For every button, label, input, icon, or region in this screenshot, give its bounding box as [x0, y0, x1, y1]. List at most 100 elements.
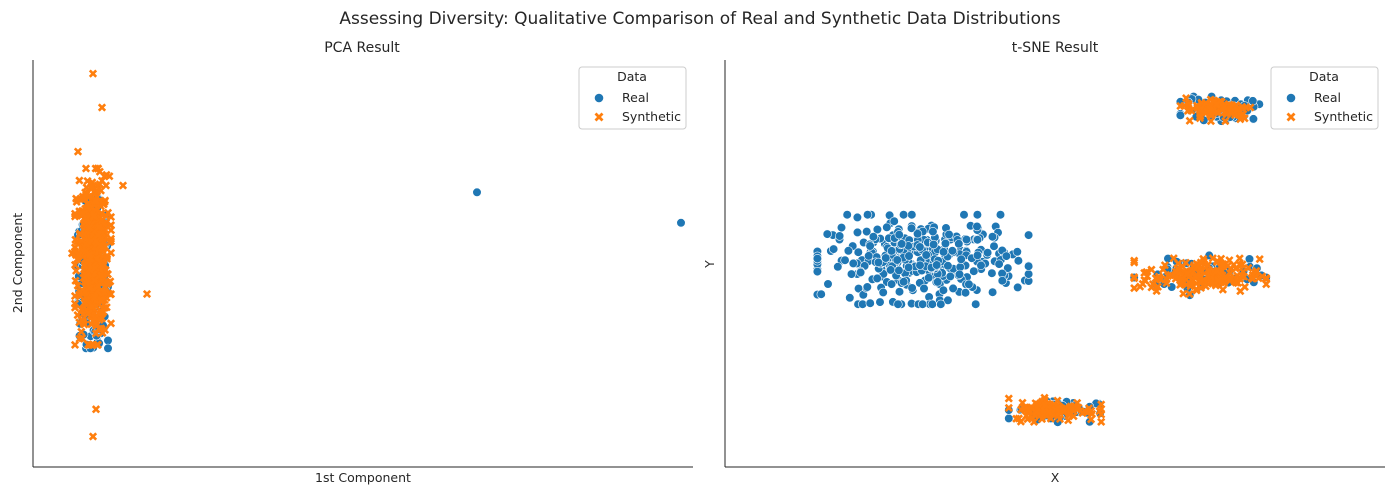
tsne-legend-box	[1270, 66, 1379, 130]
tsne-synthetic-point	[1219, 102, 1228, 112]
tsne-real-point	[948, 283, 958, 294]
tsne-synthetic-point	[1236, 111, 1245, 120]
tsne-panel: t-SNE Result X Y Data Real Synthetic	[702, 40, 1385, 485]
tsne-synthetic-point	[1185, 116, 1194, 125]
pca-synthetic-point	[96, 186, 106, 195]
pca-synthetic-point	[95, 315, 104, 325]
pca-synthetic-point	[74, 250, 83, 260]
tsne-real-point	[864, 251, 874, 261]
pca-synthetic-point	[78, 209, 88, 219]
tsne-real-point	[972, 221, 982, 232]
tsne-real-point	[972, 250, 983, 260]
tsne-synthetic-point	[1044, 407, 1053, 416]
tsne-real-point	[938, 247, 949, 257]
tsne-real-point	[1004, 413, 1014, 424]
tsne-synthetic-point	[1183, 106, 1193, 116]
pca-synthetic-point	[94, 223, 104, 232]
pca-synthetic-point	[102, 303, 111, 312]
tsne-real-point	[872, 273, 882, 284]
tsne-synthetic-point	[1018, 398, 1027, 407]
tsne-real-point	[928, 227, 938, 237]
pca-legend-title: Data	[617, 69, 647, 84]
tsne-synthetic-point	[1135, 282, 1145, 291]
pca-synthetic-point	[73, 147, 83, 156]
tsne-synthetic-point	[1130, 258, 1139, 267]
tsne-synthetic-point	[1140, 268, 1149, 278]
tsne-synthetic-point	[1053, 396, 1062, 405]
tsne-synthetic-point	[1197, 266, 1206, 275]
tsne-real-point	[833, 262, 843, 272]
figure-title: Assessing Diversity: Qualitative Compari…	[339, 9, 1060, 29]
tsne-real-point	[823, 279, 833, 289]
tsne-real-point	[1023, 230, 1034, 240]
tsne-real-point	[982, 248, 993, 258]
pca-x-label: 1st Component	[315, 470, 411, 485]
tsne-real-point	[1003, 263, 1013, 273]
tsne-synthetic-point	[1193, 103, 1202, 113]
tsne-synthetic-point	[1086, 415, 1096, 424]
tsne-real-point	[886, 279, 897, 289]
pca-synthetic-point	[95, 180, 104, 189]
tsne-synthetic-point	[1130, 272, 1139, 282]
tsne-synthetic-point	[1151, 274, 1160, 283]
pca-synthetic-point	[96, 261, 106, 270]
pca-synthetic-point	[81, 164, 91, 173]
pca-synthetic-point	[84, 309, 93, 318]
pca-synthetic-point	[88, 69, 98, 78]
pca-real-point	[472, 187, 482, 197]
pca-panel: PCA Result 1st Component 2nd Component D…	[10, 40, 693, 485]
tsne-synthetic-point	[1214, 276, 1223, 285]
tsne-real-point	[945, 271, 955, 282]
tsne-real-point	[960, 288, 971, 298]
tsne-real-point	[893, 299, 903, 309]
tsne-synthetic-point	[1147, 265, 1156, 274]
tsne-real-point	[836, 223, 847, 233]
tsne-real-point	[834, 231, 845, 241]
pca-synthetic-point	[70, 209, 80, 218]
tsne-synthetic-point	[1219, 259, 1228, 269]
tsne-real-point	[964, 279, 974, 289]
tsne-real-point	[907, 283, 917, 293]
pca-synthetic-point	[75, 318, 84, 327]
pca-synthetic-point	[90, 276, 99, 285]
pca-synthetic-point	[82, 271, 91, 280]
tsne-synthetic-point	[1236, 286, 1245, 296]
tsne-real-point	[812, 267, 823, 277]
tsne-synthetic-point	[1192, 286, 1201, 295]
tsne-real-point	[843, 246, 854, 256]
tsne-synthetic-point	[1130, 283, 1139, 293]
tsne-real-point	[865, 298, 875, 308]
tsne-real-point	[915, 242, 925, 252]
tsne-real-point	[954, 239, 964, 249]
tsne-real-point	[961, 235, 972, 245]
pca-synthetic-point	[81, 190, 91, 200]
tsne-real-point	[932, 260, 942, 270]
tsne-real-point	[989, 241, 999, 251]
tsne-real-point	[1023, 269, 1034, 279]
pca-synthetic-point	[142, 289, 152, 299]
pca-synthetic-point	[89, 212, 99, 221]
pca-real-point	[103, 343, 113, 353]
pca-synthetic-point	[93, 281, 102, 291]
pca-synthetic-point	[75, 176, 84, 185]
tsne-real-point	[994, 259, 1004, 269]
tsne-legend-real-label: Real	[1314, 90, 1341, 105]
tsne-synthetic-point	[1248, 274, 1257, 283]
pca-real-point	[103, 335, 113, 346]
tsne-real-point	[881, 253, 891, 263]
tsne-real-point	[1001, 251, 1012, 261]
tsne-synthetic-point	[1024, 405, 1033, 414]
tsne-synthetic-point	[1055, 414, 1065, 424]
tsne-real-point	[885, 265, 896, 275]
tsne-synthetic-point	[1031, 399, 1040, 408]
tsne-real-point	[904, 251, 914, 261]
pca-synthetic-point	[82, 278, 91, 287]
pca-synthetic-point	[71, 235, 80, 244]
tsne-real-point	[855, 267, 866, 278]
tsne-real-point	[852, 212, 863, 222]
tsne-synthetic-point	[1225, 276, 1235, 285]
pca-legend-real-label: Real	[622, 90, 649, 105]
tsne-real-point	[944, 229, 954, 240]
tsne-synthetic-point	[1212, 100, 1221, 109]
tsne-real-point	[903, 262, 914, 273]
